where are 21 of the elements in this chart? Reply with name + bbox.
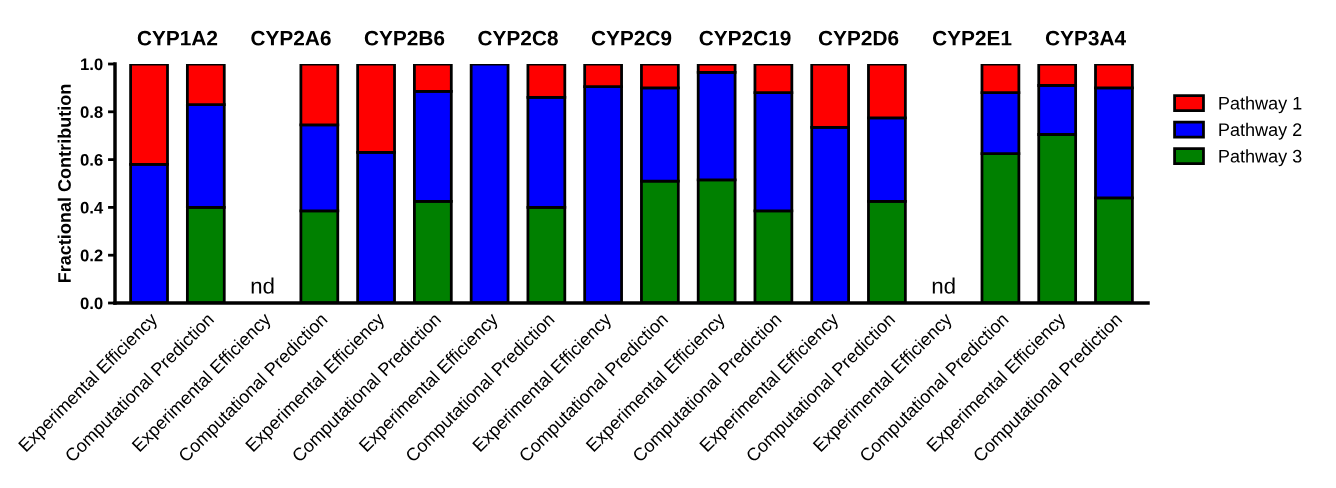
legend-label: Pathway 1	[1219, 96, 1302, 114]
text: CYP3A4	[1045, 30, 1126, 46]
y-tick-label: 0.6	[80, 154, 103, 166]
text: CYP2E1	[932, 30, 1012, 46]
legend-label: Pathway 2	[1219, 122, 1302, 140]
text: CYP2B6	[364, 30, 445, 46]
text: CYP2C8	[478, 30, 558, 46]
y-axis-title: Fractional Contribution	[57, 84, 71, 283]
text: CYP2D6	[818, 30, 899, 46]
text: CYP2A6	[251, 30, 331, 46]
y-tick-label: 1.0	[81, 58, 103, 71]
y-tick-label: 0.8	[80, 106, 103, 118]
text: nd	[251, 277, 274, 294]
y-tick-label: 0.0	[80, 297, 103, 310]
text: CYP1A2	[137, 30, 218, 46]
y-tick-label: 0.4	[80, 201, 104, 214]
text: CYP2C19	[699, 30, 791, 46]
legend-label: Pathway 3	[1219, 149, 1302, 167]
text: nd	[932, 277, 955, 294]
text: CYP2C9	[591, 30, 672, 46]
y-tick-label: 0.2	[80, 249, 103, 262]
